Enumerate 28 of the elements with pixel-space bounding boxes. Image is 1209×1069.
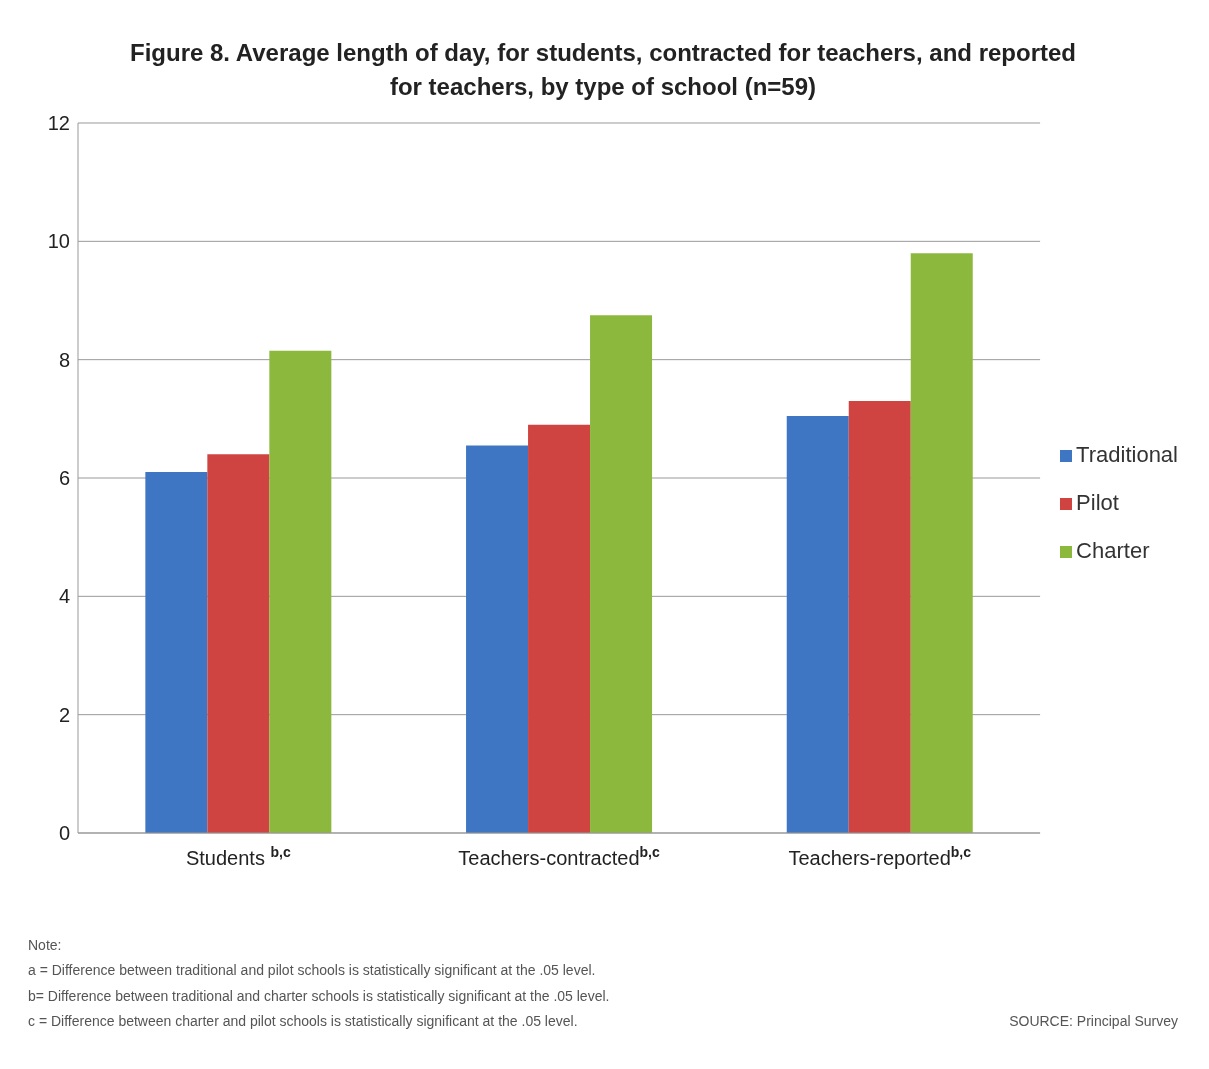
source-note: SOURCE: Principal Survey	[1009, 1011, 1178, 1031]
bar	[910, 253, 973, 834]
text: c = Difference between charter and pilot schools is statistically significant at the .05 level.	[28, 1012, 578, 1029]
bar	[848, 401, 911, 834]
legend-label: Charter	[1076, 538, 1150, 564]
y-tick-label: 4	[58, 585, 70, 608]
y-tick-label: 12	[47, 112, 70, 135]
x-tick-label: Teachers-contracted$^{b,c}$	[458, 843, 660, 870]
bar	[145, 472, 208, 834]
chart-title: Figure 8. Average length of day, for students, contracted for teachers, and reported for teachers, by type of school (n=59)	[129, 38, 1077, 102]
y-tick-label: 2	[58, 703, 70, 726]
text: a = Difference between traditional and pilot schools is statistically significant at the .05 level.	[28, 961, 597, 981]
text: b= Difference between traditional and charter schools is statistically significant at the .05 level.	[28, 986, 611, 1006]
bar	[207, 454, 270, 834]
legend-label: Traditional	[1076, 442, 1178, 468]
bar	[590, 315, 653, 834]
x-tick-label: Students $^{b,c}$	[185, 843, 291, 870]
text: Note:	[28, 936, 63, 956]
y-tick-label: 6	[58, 467, 70, 490]
y-tick-label: 8	[58, 348, 70, 371]
y-tick-label: 0	[58, 822, 70, 845]
y-tick-label: 10	[47, 230, 70, 253]
bar	[269, 350, 332, 834]
bar	[466, 445, 529, 834]
legend-label: Pilot	[1076, 490, 1119, 516]
bar	[528, 424, 591, 834]
bar	[786, 416, 849, 834]
x-tick-label: Teachers-reported$^{b,c}$	[788, 843, 972, 870]
